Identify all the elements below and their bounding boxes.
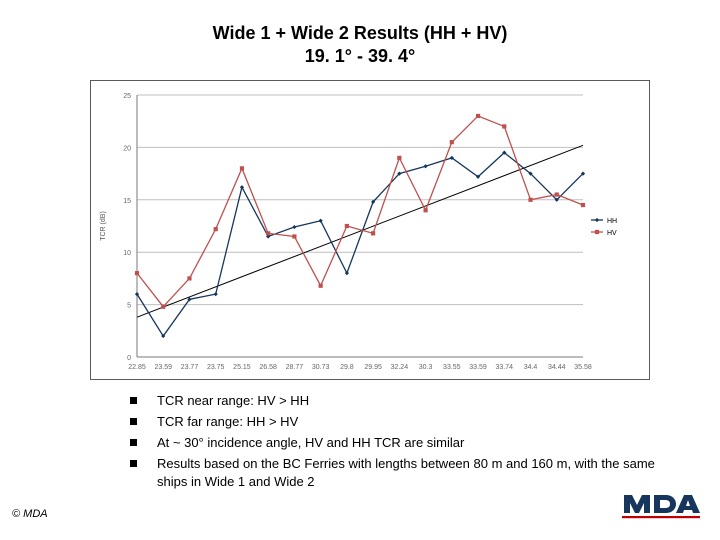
- mda-logo-svg: [622, 491, 700, 521]
- bullet-text: At ~ 30° incidence angle, HV and HH TCR …: [157, 434, 670, 453]
- svg-text:23.77: 23.77: [181, 364, 199, 371]
- svg-text:15: 15: [123, 198, 131, 205]
- svg-text:TCR (dB): TCR (dB): [100, 211, 107, 241]
- bullet-item: At ~ 30° incidence angle, HV and HH TCR …: [130, 434, 670, 453]
- svg-text:29.8: 29.8: [340, 364, 354, 371]
- svg-text:10: 10: [123, 250, 131, 257]
- svg-text:25.15: 25.15: [233, 364, 251, 371]
- mda-logo: [622, 491, 700, 526]
- svg-text:33.55: 33.55: [443, 364, 461, 371]
- svg-text:0: 0: [127, 355, 131, 362]
- svg-text:30.73: 30.73: [312, 364, 330, 371]
- bullet-icon: [130, 397, 137, 404]
- bullet-list: TCR near range: HV > HH TCR far range: HH…: [130, 392, 670, 494]
- bullet-icon: [130, 460, 137, 467]
- svg-text:HV: HV: [607, 230, 617, 237]
- bullet-item: TCR near range: HV > HH: [130, 392, 670, 411]
- svg-text:30.3: 30.3: [419, 364, 433, 371]
- copyright: © MDA: [12, 508, 48, 520]
- svg-text:35.58: 35.58: [574, 364, 592, 371]
- bullet-text: Results based on the BC Ferries with len…: [157, 455, 670, 493]
- title-line2: 19. 1° - 39. 4°: [305, 46, 415, 66]
- svg-text:34.44: 34.44: [548, 364, 566, 371]
- svg-text:29.95: 29.95: [364, 364, 382, 371]
- title-line1: Wide 1 + Wide 2 Results (HH + HV): [213, 23, 508, 43]
- svg-text:28.77: 28.77: [286, 364, 304, 371]
- svg-text:23.75: 23.75: [207, 364, 225, 371]
- svg-text:33.74: 33.74: [496, 364, 514, 371]
- slide-title: Wide 1 + Wide 2 Results (HH + HV) 19. 1°…: [0, 22, 720, 69]
- bullet-icon: [130, 439, 137, 446]
- bullet-text: TCR far range: HH > HV: [157, 413, 670, 432]
- bullet-item: Results based on the BC Ferries with len…: [130, 455, 670, 493]
- bullet-item: TCR far range: HH > HV: [130, 413, 670, 432]
- svg-text:5: 5: [127, 303, 131, 310]
- chart-svg: 0 5 10 15 20 25 TCR (dB) 22.85 23.59 23.77 23.75 25…: [91, 81, 649, 379]
- svg-text:34.4: 34.4: [524, 364, 538, 371]
- svg-text:32.24: 32.24: [391, 364, 409, 371]
- bullet-text: TCR near range: HV > HH: [157, 392, 670, 411]
- svg-text:33.59: 33.59: [469, 364, 487, 371]
- svg-text:23.59: 23.59: [154, 364, 172, 371]
- bullet-icon: [130, 418, 137, 425]
- svg-text:22.85: 22.85: [128, 364, 146, 371]
- svg-text:25: 25: [123, 93, 131, 100]
- svg-text:26.58: 26.58: [259, 364, 277, 371]
- svg-text:HH: HH: [607, 218, 617, 225]
- svg-text:20: 20: [123, 145, 131, 152]
- chart-container: 0 5 10 15 20 25 TCR (dB) 22.85 23.59 23.77 23.75 25…: [90, 80, 650, 380]
